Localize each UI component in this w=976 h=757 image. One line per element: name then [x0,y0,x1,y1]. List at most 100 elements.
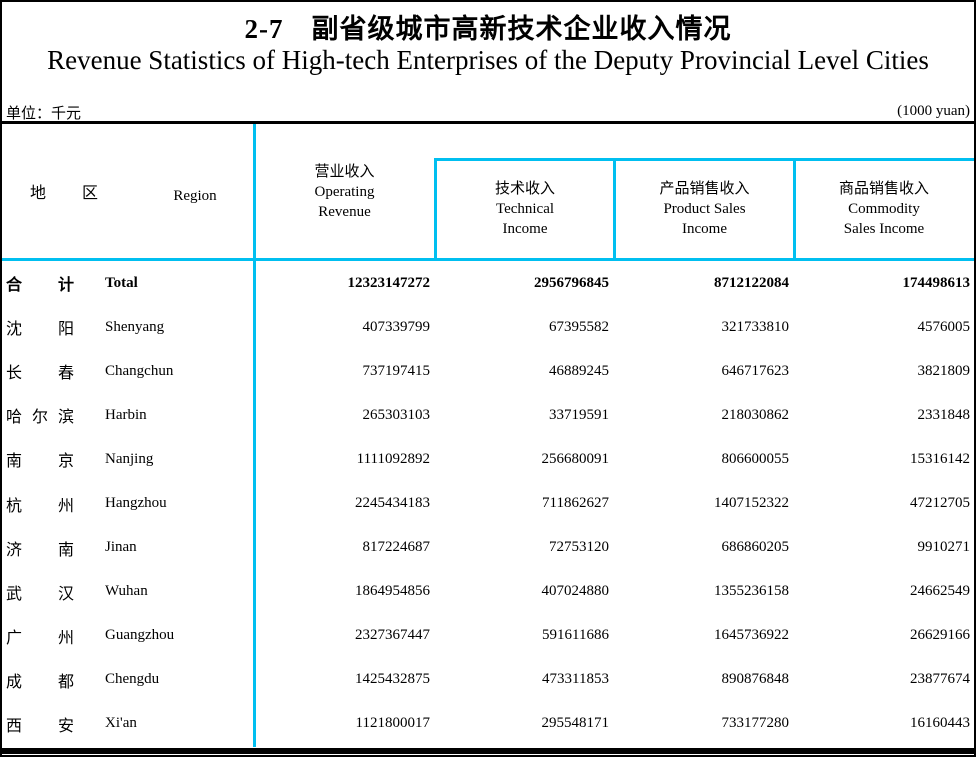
cell-commodity-sales-income: 9910271 [917,539,971,556]
column-header-technical-income: 技术收入 Technical Income [437,179,613,239]
column-header-en: Income [682,221,727,237]
cell-operating-revenue: 737197415 [362,362,431,379]
cell-operating-revenue: 1121800017 [355,715,430,732]
region-name-en: Chengdu [105,671,160,688]
table-row: 杭州 Hangzhou 2245434183 711862627 1407152… [2,481,974,525]
region-name-zh: 杭州 [6,497,74,515]
table-row: 沈阳 Shenyang 407339799 67395582 321733810… [2,305,974,349]
cell-technical-income: 46889245 [549,362,609,379]
header-bottom-rule [2,258,974,261]
column-header-region-zh: 地区 [30,185,98,202]
region-name-en: Total [105,274,138,291]
region-name-zh: 哈尔滨 [6,409,74,427]
cell-product-sales-income: 1645736922 [714,627,789,644]
cell-product-sales-income: 1407152322 [714,495,789,512]
cell-product-sales-income: 1355236158 [714,583,789,600]
table-row: 哈尔滨 Harbin 265303103 33719591 218030862 … [2,393,974,437]
header-box-divider-1 [434,158,437,261]
cell-technical-income: 407024880 [541,583,610,600]
cell-product-sales-income: 733177280 [721,715,790,732]
table-row: 西安 Xi'an 1121800017 295548171 733177280 … [2,702,974,746]
cell-technical-income: 591611686 [542,627,609,644]
cell-operating-revenue: 2327367447 [355,627,430,644]
cell-technical-income: 2956796845 [534,274,609,291]
column-header-en: Sales Income [843,221,925,237]
cell-technical-income: 295548171 [541,715,610,732]
region-name-zh: 济南 [6,541,74,559]
column-header-zh: 营业收入 [314,164,375,180]
cell-commodity-sales-income: 3821809 [917,362,971,379]
cell-operating-revenue: 12323147272 [347,274,431,291]
region-name-en: Changchun [105,362,174,379]
table-top-rule [2,121,974,124]
column-header-zh: 商品销售收入 [838,181,929,197]
cell-commodity-sales-income: 2331848 [917,406,971,423]
region-column-divider [253,124,256,747]
region-name-zh: 合计 [6,277,74,295]
page-title-zh: 2-7 副省级城市高新技术企业收入情况 [244,14,732,44]
cell-product-sales-income: 321733810 [721,318,790,335]
page-title-en: Revenue Statistics of High-tech Enterpri… [47,45,929,75]
column-header-region-en: Region [173,188,217,204]
cell-commodity-sales-income: 24662549 [910,583,970,600]
table-body: 合计 Total 12323147272 2956796845 87121220… [2,261,974,746]
column-header-en: Commodity [848,201,920,217]
cell-operating-revenue: 407339799 [362,318,431,335]
table-row-total: 合计 Total 12323147272 2956796845 87121220… [2,261,974,305]
cell-technical-income: 256680091 [541,450,610,467]
region-name-zh: 长春 [6,365,74,383]
cell-product-sales-income: 686860205 [721,539,790,556]
cell-operating-revenue: 2245434183 [355,495,430,512]
cell-operating-revenue: 1111092892 [356,450,430,467]
cell-operating-revenue: 1425432875 [355,671,430,688]
cell-commodity-sales-income: 15316142 [910,450,970,467]
cell-technical-income: 473311853 [542,671,609,688]
table-bottom-rule [2,748,974,754]
cell-operating-revenue: 265303103 [362,406,431,423]
header-box-divider-3 [793,158,796,261]
cell-commodity-sales-income: 4576005 [917,318,971,335]
cell-operating-revenue: 817224687 [362,539,431,556]
cell-operating-revenue: 1864954856 [355,583,430,600]
cell-product-sales-income: 8712122084 [714,274,789,291]
region-name-en: Guangzhou [105,627,175,644]
cell-product-sales-income: 218030862 [721,406,790,423]
column-header-zh: 产品销售收入 [659,181,750,197]
table-row: 广州 Guangzhou 2327367447 591611686 164573… [2,614,974,658]
table-row: 南京 Nanjing 1111092892 256680091 80660005… [2,437,974,481]
table-row: 武汉 Wuhan 1864954856 407024880 1355236158… [2,570,974,614]
column-header-en: Revenue [318,204,371,220]
column-header-en: Operating [314,184,375,200]
table-row: 济南 Jinan 817224687 72753120 686860205 99… [2,526,974,570]
cell-commodity-sales-income: 26629166 [910,627,970,644]
table-row: 成都 Chengdu 1425432875 473311853 89087684… [2,658,974,702]
region-name-en: Shenyang [105,318,165,335]
region-name-zh: 南京 [6,453,74,471]
region-name-en: Nanjing [105,450,154,467]
region-name-en: Hangzhou [105,495,167,512]
column-header-en: Technical [495,201,555,217]
cell-technical-income: 711862627 [542,495,609,512]
region-name-zh: 沈阳 [6,321,74,339]
cell-commodity-sales-income: 23877674 [910,671,970,688]
cell-technical-income: 33719591 [549,406,609,423]
region-name-zh: 广州 [6,629,74,647]
column-header-zh: 技术收入 [494,181,555,197]
cell-commodity-sales-income: 47212705 [910,495,970,512]
header-box-divider-2 [613,158,616,261]
cell-product-sales-income: 646717623 [721,362,790,379]
region-name-zh: 成都 [6,673,74,691]
column-header-commodity-sales-income: 商品销售收入 Commodity Sales Income [796,179,972,239]
cell-commodity-sales-income: 16160443 [910,715,970,732]
cell-product-sales-income: 806600055 [721,450,790,467]
region-name-en: Xi'an [105,715,137,732]
column-header-operating-revenue: 营业收入 Operating Revenue [256,162,433,222]
column-header-en: Product Sales [663,201,746,217]
region-name-zh: 武汉 [6,585,74,603]
cell-product-sales-income: 890876848 [721,671,790,688]
unit-label-zh: 单位：千元 [6,106,82,122]
region-name-en: Harbin [105,406,147,423]
cell-technical-income: 72753120 [549,539,609,556]
column-header-en: Income [502,221,548,237]
